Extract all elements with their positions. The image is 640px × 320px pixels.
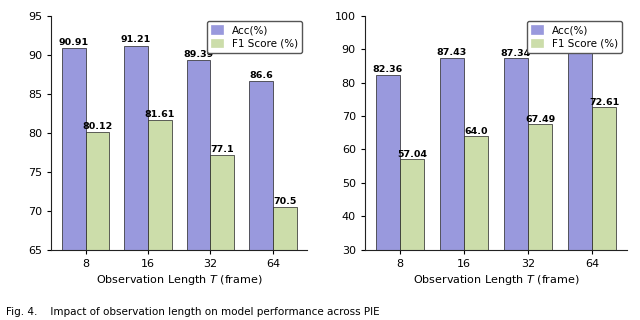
Text: 82.36: 82.36 [372, 65, 403, 74]
Bar [592, 108, 616, 320]
X-axis label: Observation Length $T$ (frame): Observation Length $T$ (frame) [413, 273, 579, 287]
X-axis label: Observation Length $T$ (frame): Observation Length $T$ (frame) [96, 273, 262, 287]
Bar [568, 52, 592, 320]
Bar [187, 60, 211, 320]
Text: 81.61: 81.61 [145, 110, 175, 119]
Bar [440, 58, 464, 320]
Text: 64.0: 64.0 [465, 127, 488, 136]
Text: 89.37: 89.37 [564, 42, 595, 51]
Text: 87.34: 87.34 [500, 49, 531, 58]
Bar [86, 132, 109, 320]
Legend: Acc(%), F1 Score (%): Acc(%), F1 Score (%) [527, 21, 622, 53]
Bar [273, 207, 296, 320]
Text: 67.49: 67.49 [525, 115, 556, 124]
Bar [464, 136, 488, 320]
Text: 70.5: 70.5 [273, 196, 296, 206]
Text: 72.61: 72.61 [589, 98, 620, 107]
Text: 57.04: 57.04 [397, 150, 427, 159]
Bar [148, 120, 172, 320]
Text: 90.91: 90.91 [59, 38, 89, 47]
Bar [400, 159, 424, 320]
Text: 87.43: 87.43 [436, 48, 467, 58]
Bar [249, 81, 273, 320]
Bar [62, 48, 86, 320]
Text: 91.21: 91.21 [121, 35, 151, 44]
Text: 89.39: 89.39 [184, 50, 214, 59]
Bar [211, 156, 234, 320]
Text: 80.12: 80.12 [83, 122, 113, 131]
Text: 86.6: 86.6 [249, 71, 273, 80]
Text: 77.1: 77.1 [211, 145, 234, 154]
Bar [124, 45, 148, 320]
Legend: Acc(%), F1 Score (%): Acc(%), F1 Score (%) [207, 21, 302, 53]
Bar [528, 124, 552, 320]
Bar [376, 75, 400, 320]
Bar [504, 58, 528, 320]
Text: Fig. 4.    Impact of observation length on model performance across PIE: Fig. 4. Impact of observation length on … [6, 307, 380, 317]
